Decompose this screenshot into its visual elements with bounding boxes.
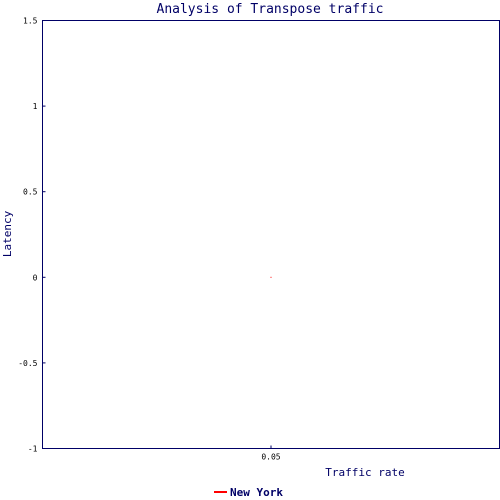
y-tick-label: 1.5 bbox=[23, 17, 38, 26]
x-axis-ticks: 0.05 bbox=[261, 446, 280, 462]
data-point bbox=[271, 277, 272, 278]
y-tick-label: -1 bbox=[28, 445, 38, 454]
y-tick-label: -0.5 bbox=[18, 359, 37, 368]
chart-title: Analysis of Transpose traffic bbox=[157, 2, 384, 17]
y-axis-ticks: -1 -0.5 0 0.5 1 1.5 bbox=[18, 17, 45, 454]
y-tick-label: 1 bbox=[33, 102, 38, 111]
y-axis-label: Latency bbox=[1, 210, 14, 257]
x-axis-label: Traffic rate bbox=[325, 466, 404, 479]
series-layer bbox=[271, 277, 272, 278]
x-tick-label: 0.05 bbox=[261, 453, 280, 462]
y-tick-label: 0.5 bbox=[23, 188, 38, 197]
plot-area-border bbox=[43, 21, 500, 449]
legend-label-new-york: New York bbox=[230, 486, 283, 499]
legend: New York bbox=[214, 486, 283, 499]
y-tick-label: 0 bbox=[33, 273, 38, 282]
